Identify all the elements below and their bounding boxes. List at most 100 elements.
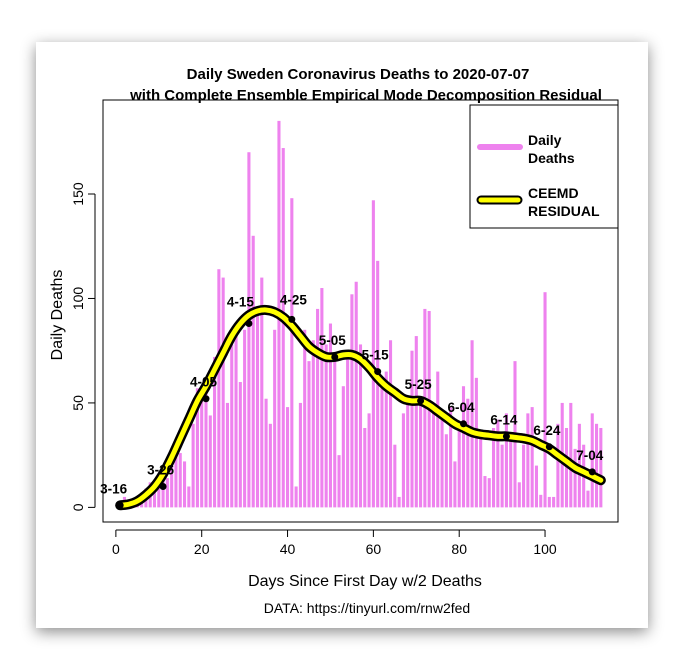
- bar-day-68: [406, 398, 410, 508]
- bar-day-95: [522, 444, 526, 508]
- annotation-label-4-05: 4-05: [190, 375, 218, 390]
- x-tick-label: 40: [280, 541, 296, 557]
- legend-label-residual-1: CEEMD: [528, 185, 579, 201]
- bar-day-62: [380, 377, 384, 508]
- bar-day-13: [170, 465, 174, 508]
- bar-day-47: [316, 308, 320, 508]
- bar-day-79: [453, 461, 457, 508]
- x-axis-label: Days Since First Day w/2 Deaths: [248, 573, 482, 590]
- legend-box: [469, 104, 619, 229]
- bar-day-83: [470, 340, 474, 508]
- bar-day-101: [547, 496, 551, 508]
- bar-day-42: [294, 486, 298, 508]
- bar-day-70: [414, 336, 418, 508]
- bar-day-30: [243, 329, 247, 508]
- bar-day-88: [491, 427, 496, 508]
- annotation-label-6-14: 6-14: [490, 412, 518, 427]
- annotation-label-6-04: 6-04: [448, 400, 476, 415]
- bar-day-55: [350, 294, 354, 508]
- x-tick-label: 100: [533, 541, 557, 557]
- bar-day-90: [500, 444, 504, 508]
- bar-day-92: [509, 434, 513, 508]
- x-tick-label: 60: [366, 541, 382, 557]
- bar-day-12: [165, 478, 169, 508]
- annotation-label-5-15: 5-15: [362, 348, 390, 363]
- bar-day-34: [260, 277, 264, 508]
- bar-day-59: [367, 413, 371, 508]
- bar-day-66: [397, 496, 401, 508]
- bar-day-65: [393, 444, 397, 508]
- bar-day-75: [436, 371, 440, 508]
- bar-day-35: [264, 398, 268, 508]
- bar-day-98: [534, 465, 539, 508]
- annotation-dot-4-25: [288, 315, 296, 323]
- x-tick-label: 20: [194, 541, 210, 557]
- bar-day-37: [273, 329, 277, 508]
- annotation-dot-7-04: [588, 468, 596, 476]
- bar-day-33: [255, 306, 260, 508]
- annotation-label-4-25: 4-25: [280, 292, 308, 307]
- bar-day-100: [543, 292, 547, 508]
- bar-day-49: [324, 344, 328, 508]
- bar-day-85: [479, 432, 483, 508]
- bar-day-103: [556, 423, 560, 508]
- bar-day-51: [333, 356, 337, 508]
- x-axis: 0 20 40 60 80 100: [112, 529, 557, 557]
- bar-day-69: [410, 350, 414, 508]
- bar-day-87: [487, 478, 491, 508]
- bar-day-10: [157, 476, 161, 508]
- y-tick-label: 0: [70, 503, 86, 511]
- bar-day-63: [384, 371, 388, 508]
- y-tick-label: 150: [70, 182, 86, 206]
- legend-label-daily-deaths-1: Daily: [528, 132, 562, 148]
- legend-label-residual-2: RESIDUAL: [528, 203, 600, 219]
- bar-day-27: [230, 344, 234, 508]
- bar-day-113: [599, 427, 603, 508]
- bar-day-31: [247, 152, 251, 508]
- annotation-dot-6-14: [502, 432, 510, 440]
- bar-day-106: [569, 402, 573, 508]
- bar-day-86: [483, 476, 487, 508]
- annotation-label-3-26: 3-26: [147, 462, 175, 477]
- bar-day-57: [358, 344, 363, 508]
- y-tick-label: 50: [70, 395, 86, 411]
- bar-day-89: [496, 419, 500, 508]
- annotation-dot-6-04: [460, 420, 467, 428]
- bar-day-67: [401, 413, 405, 508]
- bar-day-96: [526, 413, 530, 508]
- annotation-dot-5-15: [374, 368, 382, 376]
- bar-day-82: [466, 398, 470, 508]
- bar-day-18: [191, 423, 195, 508]
- bar-day-44: [303, 329, 307, 508]
- bar-day-48: [320, 288, 324, 508]
- bar-day-111: [590, 413, 594, 508]
- bar-day-23: [213, 356, 217, 508]
- bar-day-16: [182, 461, 187, 508]
- bar-day-32: [251, 235, 255, 508]
- bar-day-74: [431, 407, 436, 508]
- bar-day-84: [474, 377, 478, 508]
- annotation-dot-5-25: [417, 397, 425, 405]
- bar-day-78: [449, 407, 453, 508]
- bar-day-58: [363, 427, 367, 508]
- bar-day-80: [457, 423, 461, 508]
- bar-day-15: [178, 453, 182, 508]
- annotation-dot-3-26: [159, 482, 167, 490]
- annotation-label-6-24: 6-24: [533, 423, 561, 438]
- bar-day-14: [174, 457, 178, 508]
- residual-group: [115, 304, 606, 511]
- bar-day-60: [371, 200, 375, 508]
- bar-day-77: [444, 434, 448, 508]
- bar-day-46: [311, 340, 315, 508]
- plot-frame: [102, 99, 619, 523]
- y-tick-label: 100: [70, 287, 86, 311]
- legend: Daily Deaths CEEMD RESIDUAL: [469, 104, 619, 229]
- bar-day-91: [504, 413, 508, 508]
- annotation-label-5-25: 5-25: [405, 377, 433, 392]
- bar-day-25: [221, 277, 225, 508]
- bar-day-43: [298, 402, 302, 508]
- bar-day-24: [217, 269, 221, 508]
- bar-day-26: [225, 402, 230, 508]
- y-axis-label: Daily Deaths: [49, 270, 66, 361]
